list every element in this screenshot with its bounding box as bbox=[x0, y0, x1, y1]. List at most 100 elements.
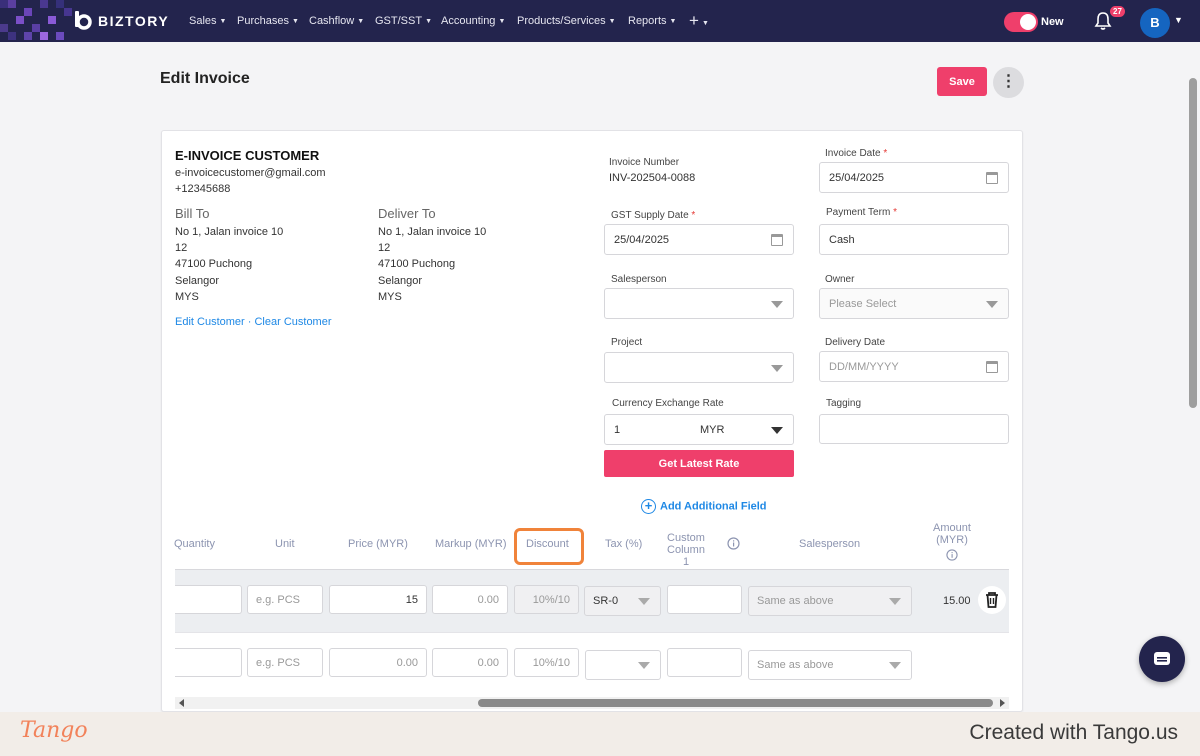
scroll-right-icon[interactable] bbox=[1000, 699, 1005, 707]
deliver-to-line: Selangor bbox=[378, 275, 423, 287]
salesperson-select[interactable]: Same as above bbox=[748, 650, 912, 680]
custom-column-input[interactable] bbox=[667, 648, 742, 677]
discount-input[interactable]: 10%/10 bbox=[514, 585, 579, 614]
calendar-icon[interactable] bbox=[986, 172, 998, 184]
bill-to-line: MYS bbox=[175, 291, 199, 303]
nav-gst-sst[interactable]: GST/SST ▼ bbox=[375, 15, 432, 27]
info-icon[interactable] bbox=[727, 537, 740, 550]
page-title: Edit Invoice bbox=[160, 70, 250, 87]
toggle-knob bbox=[1020, 14, 1036, 30]
table-horizontal-scrollbar[interactable] bbox=[175, 697, 1009, 709]
page-scrollbar[interactable] bbox=[1186, 42, 1200, 712]
tango-footer: Tango Created with Tango.us bbox=[0, 712, 1200, 756]
payment-term-label: Payment Term * bbox=[826, 207, 897, 218]
nav-sales[interactable]: Sales ▼ bbox=[189, 15, 227, 27]
tango-logo: Tango bbox=[20, 718, 88, 743]
price-input[interactable]: 0.00 bbox=[329, 648, 427, 677]
get-latest-rate-button[interactable]: Get Latest Rate bbox=[604, 450, 794, 477]
tagging-field[interactable] bbox=[819, 414, 1009, 444]
calendar-icon[interactable] bbox=[771, 234, 783, 246]
quantity-input[interactable] bbox=[175, 648, 242, 677]
created-with-tango: Created with Tango.us bbox=[969, 721, 1178, 744]
bill-to-line: Selangor bbox=[175, 275, 220, 287]
nav-purchases[interactable]: Purchases ▼ bbox=[237, 15, 299, 27]
scroll-left-icon[interactable] bbox=[179, 699, 184, 707]
currency-rate-field[interactable]: 1 MYR bbox=[604, 414, 794, 445]
customer-phone: +12345688 bbox=[175, 183, 231, 195]
tax-select[interactable] bbox=[585, 650, 661, 680]
currency-rate-label: Currency Exchange Rate bbox=[612, 398, 724, 409]
top-navbar: BIZTORY Sales ▼ Purchases ▼ Cashflow ▼ GST/… bbox=[0, 0, 1200, 42]
unit-input[interactable]: e.g. PCS bbox=[247, 585, 323, 614]
price-input[interactable]: 15 bbox=[329, 585, 427, 614]
nav-products-services[interactable]: Products/Services ▼ bbox=[517, 15, 616, 27]
nav-add-menu[interactable]: + ▼ bbox=[689, 11, 709, 31]
chevron-down-icon: ▼ bbox=[669, 18, 677, 25]
gst-supply-date-field[interactable]: 25/04/2025 bbox=[604, 224, 794, 255]
payment-term-field[interactable]: Cash bbox=[819, 224, 1009, 255]
chevron-down-icon: ▼ bbox=[291, 18, 299, 25]
nav-cashflow[interactable]: Cashflow ▼ bbox=[309, 15, 365, 27]
owner-select[interactable]: Please Select bbox=[819, 288, 1009, 319]
add-additional-field-button[interactable]: + Add Additional Field bbox=[641, 499, 767, 514]
edit-customer-link[interactable]: Edit Customer bbox=[175, 316, 245, 328]
nav-reports[interactable]: Reports ▼ bbox=[628, 15, 677, 27]
link-separator: · bbox=[244, 316, 255, 328]
gst-supply-date-label: GST Supply Date * bbox=[611, 210, 696, 221]
invoice-number-label: Invoice Number bbox=[609, 157, 680, 168]
nav-accounting[interactable]: Accounting ▼ bbox=[441, 15, 506, 27]
project-label: Project bbox=[611, 337, 643, 348]
more-options-button[interactable]: ⋮ bbox=[993, 67, 1024, 98]
bill-to-line: No 1, Jalan invoice 10 bbox=[175, 226, 284, 238]
chevron-down-icon: ▼ bbox=[701, 20, 709, 27]
brand-name[interactable]: BIZTORY bbox=[98, 13, 170, 29]
chevron-down-icon: ▼ bbox=[425, 18, 432, 25]
bill-to-line: 47100 Puchong bbox=[175, 258, 253, 270]
bill-to-line: 12 bbox=[175, 242, 188, 254]
salesperson-select[interactable]: Same as above bbox=[748, 586, 912, 616]
bell-icon[interactable] bbox=[1094, 11, 1112, 31]
dropdown-arrow-icon bbox=[638, 662, 650, 669]
markup-input[interactable]: 0.00 bbox=[432, 648, 508, 677]
col-header-discount: Discount bbox=[526, 538, 569, 550]
delivery-date-field[interactable]: DD/MM/YYYY bbox=[819, 351, 1009, 382]
col-header-tax: Tax (%) bbox=[605, 538, 643, 550]
dropdown-arrow-icon bbox=[771, 427, 783, 434]
scrollbar-thumb[interactable] bbox=[1189, 78, 1197, 408]
project-select[interactable] bbox=[604, 352, 794, 383]
scrollbar-thumb[interactable] bbox=[478, 699, 993, 707]
chevron-down-icon[interactable]: ▼ bbox=[1174, 15, 1183, 25]
custom-column-input[interactable] bbox=[667, 585, 742, 614]
col-header-salesperson: Salesperson bbox=[799, 538, 861, 550]
customer-email: e-invoicecustomer@gmail.com bbox=[175, 167, 326, 179]
tax-select[interactable]: SR-0 bbox=[584, 586, 661, 616]
clear-customer-link[interactable]: Clear Customer bbox=[254, 316, 332, 328]
unit-input[interactable]: e.g. PCS bbox=[247, 648, 323, 677]
discount-input[interactable]: 10%/10 bbox=[514, 648, 579, 677]
dropdown-arrow-icon bbox=[771, 365, 783, 372]
markup-input[interactable]: 0.00 bbox=[432, 585, 508, 614]
trash-icon bbox=[986, 592, 998, 608]
quantity-input[interactable] bbox=[175, 585, 242, 614]
salesperson-select[interactable] bbox=[604, 288, 794, 319]
col-header-quantity: Quantity bbox=[174, 538, 215, 550]
new-ui-toggle[interactable] bbox=[1004, 12, 1038, 32]
chevron-down-icon: ▼ bbox=[357, 18, 365, 25]
salesperson-label: Salesperson bbox=[611, 274, 667, 285]
avatar[interactable]: B bbox=[1140, 8, 1170, 38]
deliver-to-line: 12 bbox=[378, 242, 391, 254]
notification-badge: 27 bbox=[1110, 6, 1125, 17]
save-button[interactable]: Save bbox=[937, 67, 987, 96]
chevron-down-icon: ▼ bbox=[608, 18, 616, 25]
info-icon[interactable] bbox=[946, 549, 958, 561]
chat-button[interactable] bbox=[1139, 636, 1185, 682]
col-header-amount: Amount (MYR) bbox=[933, 522, 971, 546]
delete-row-button[interactable] bbox=[978, 586, 1006, 614]
currency-select[interactable]: MYR bbox=[700, 424, 725, 436]
delivery-date-label: Delivery Date bbox=[825, 337, 886, 348]
calendar-icon[interactable] bbox=[986, 361, 998, 373]
deliver-to-heading: Deliver To bbox=[378, 206, 436, 221]
invoice-date-field[interactable]: 25/04/2025 bbox=[819, 162, 1009, 193]
amount-value: 15.00 bbox=[943, 595, 971, 607]
customer-actions: Edit Customer · Clear Customer bbox=[175, 316, 332, 328]
